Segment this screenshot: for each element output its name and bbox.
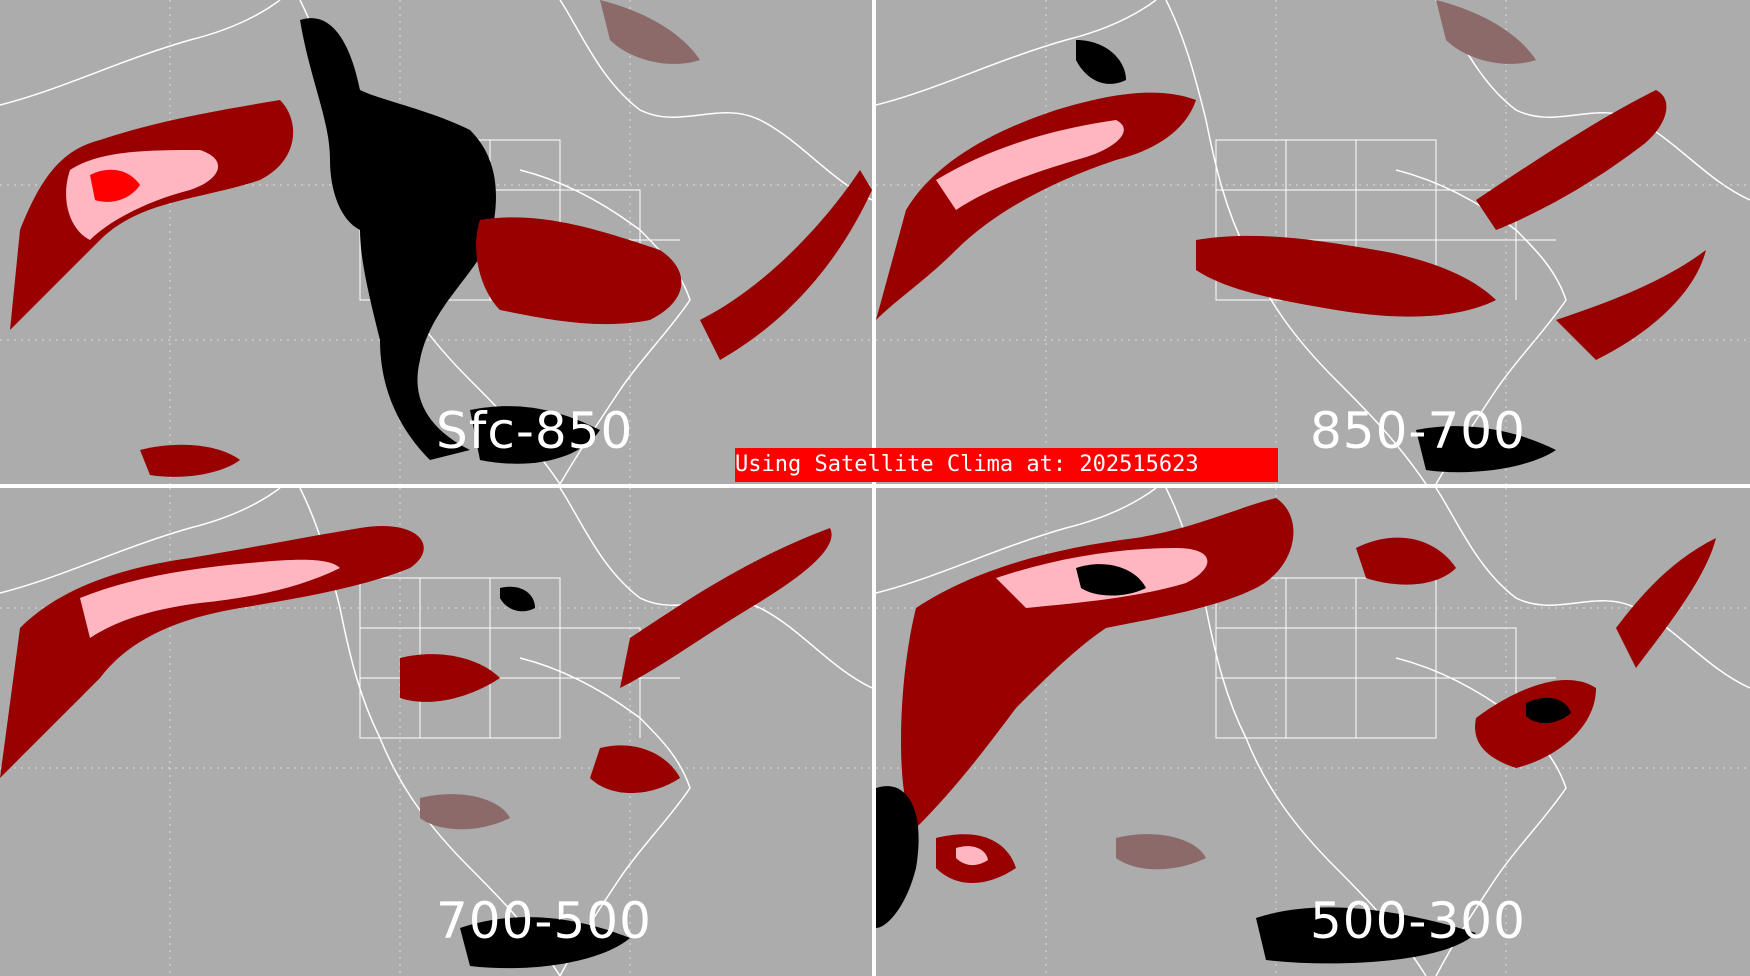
cloud-field [876,0,1706,473]
cloud-field [876,498,1716,964]
horizontal-divider [0,484,1750,488]
layer-label-700-500: 700-500 [436,892,652,950]
layer-label-500-300: 500-300 [1310,892,1526,950]
map-field-sfc-850 [0,0,872,484]
map-field-700-500 [0,488,872,976]
map-panel-500-300: 500-300 [876,488,1750,976]
vertical-divider [872,0,876,976]
map-panel-850-700: 850-700 [876,0,1750,484]
graticule [0,488,872,976]
satellite-clima-banner: Using Satellite Clima at: 202515623 [735,448,1278,482]
layer-label-850-700: 850-700 [1310,402,1526,460]
cloud-field [10,0,872,477]
cloud-field [0,526,832,969]
map-field-500-300 [876,488,1750,976]
map-panel-sfc-850: Sfc-850 [0,0,872,484]
layer-label-sfc-850: Sfc-850 [436,402,634,460]
map-panel-700-500: 700-500 [0,488,872,976]
map-field-850-700 [876,0,1750,484]
state-borders [1215,577,1556,739]
